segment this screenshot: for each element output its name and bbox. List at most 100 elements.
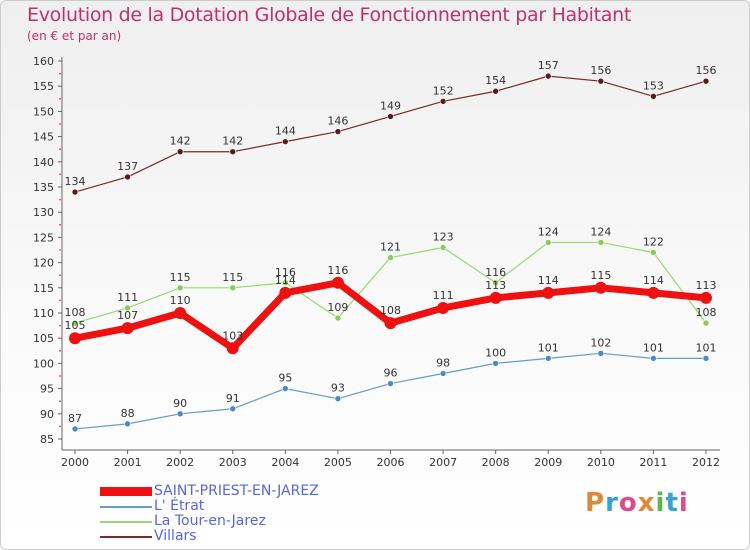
data-point: [439, 244, 447, 251]
data-point: [702, 319, 710, 327]
legend-label: Villars: [154, 528, 197, 544]
data-label: 100: [485, 346, 506, 359]
data-label: 114: [643, 274, 664, 287]
data-label: 115: [170, 271, 191, 284]
y-minor-tick: [59, 299, 61, 302]
chart-legend: SAINT-PRIEST-EN-JAREZ L' Étrat La Tour-en-…: [100, 484, 319, 544]
data-point: [492, 279, 499, 287]
legend-label: SAINT-PRIEST-EN-JAREZ: [154, 483, 319, 499]
data-label: 123: [433, 230, 454, 243]
data-point: [279, 286, 292, 299]
data-label: 122: [643, 236, 664, 249]
data-point: [124, 420, 131, 428]
data-label: 91: [226, 392, 240, 405]
legend-item: L' Étrat: [100, 499, 319, 514]
data-label: 142: [170, 135, 191, 148]
data-label: 124: [538, 225, 559, 238]
data-label: 96: [384, 367, 398, 380]
data-point: [387, 380, 394, 387]
y-tick-label: 125: [33, 231, 54, 244]
data-label: 102: [590, 336, 611, 349]
y-tick-label: 110: [33, 307, 54, 320]
chart-title: Evolution de la Dotation Globale de Fonc…: [27, 4, 632, 26]
proxiti-logo: Proxiti: [585, 488, 689, 518]
legend-label: La Tour-en-Jarez: [154, 513, 266, 529]
logo-letter: o: [618, 488, 638, 518]
data-label: 109: [327, 301, 348, 314]
data-point: [597, 77, 605, 85]
data-label: 88: [121, 407, 135, 420]
data-point: [334, 128, 342, 135]
data-point: [176, 284, 184, 292]
data-label: 108: [65, 306, 86, 319]
y-minor-tick: [59, 425, 61, 428]
y-tick-label: 160: [33, 55, 54, 68]
data-point: [650, 249, 657, 256]
data-point: [544, 72, 552, 80]
data-label: 153: [643, 79, 664, 92]
data-point: [544, 239, 552, 246]
y-minor-tick: [59, 198, 61, 201]
y-tick-label: 135: [33, 181, 54, 194]
data-label: 115: [222, 271, 243, 284]
x-tick-label: 2009: [534, 456, 562, 469]
logo-letter: P: [585, 488, 606, 518]
data-point: [544, 355, 552, 362]
x-tick-label: 2006: [377, 456, 405, 469]
data-label: 111: [117, 291, 138, 304]
series-la-tour-en-jarez: 108 111 115 115 116 109 121 123 116 124 124 122 108: [65, 225, 717, 327]
x-tick-label: 2005: [324, 456, 352, 469]
data-label: 124: [590, 225, 611, 238]
y-tick-label: 145: [33, 131, 54, 144]
data-point: [647, 286, 660, 299]
x-tick-label: 2007: [429, 456, 457, 469]
x-tick-label: 2011: [639, 456, 667, 469]
legend-swatch: [100, 535, 152, 538]
data-label: 108: [380, 304, 401, 317]
data-point: [439, 98, 447, 105]
data-label: 110: [170, 294, 191, 307]
data-label: 113: [485, 279, 506, 292]
data-label: 87: [68, 412, 82, 425]
data-point: [229, 405, 237, 413]
data-point: [174, 307, 187, 319]
data-label: 116: [275, 266, 296, 279]
data-label: 115: [590, 269, 611, 282]
y-tick-label: 150: [33, 105, 54, 118]
data-point: [124, 304, 131, 312]
data-label: 103: [222, 329, 243, 342]
data-point: [387, 113, 394, 120]
data-label: 107: [117, 309, 138, 322]
data-label: 114: [275, 274, 296, 287]
x-tick-label: 2000: [61, 456, 89, 469]
data-label: 111: [433, 289, 454, 302]
y-minor-tick: [59, 400, 61, 403]
y-tick-label: 130: [33, 206, 54, 219]
data-label: 142: [222, 135, 243, 148]
data-point: [226, 342, 239, 355]
data-point: [334, 314, 342, 322]
y-minor-tick: [59, 72, 61, 75]
data-label: 134: [65, 175, 86, 188]
y-minor-tick: [59, 274, 61, 277]
y-minor-tick: [59, 223, 61, 226]
data-point: [650, 355, 657, 362]
data-label: 105: [65, 319, 86, 332]
x-tick-label: 2008: [482, 456, 510, 469]
x-tick-label: 2001: [114, 456, 142, 469]
y-tick-label: 85: [40, 433, 54, 446]
data-label: 149: [380, 99, 401, 112]
data-label: 98: [436, 356, 450, 369]
legend-item: La Tour-en-Jarez: [100, 514, 319, 529]
data-point: [384, 317, 397, 330]
data-point: [176, 148, 184, 156]
data-point: [439, 370, 447, 377]
data-label: 101: [538, 341, 559, 354]
data-label: 156: [696, 64, 717, 77]
data-point: [282, 279, 289, 287]
data-point: [597, 350, 605, 357]
data-point: [124, 173, 131, 181]
data-point: [282, 385, 289, 392]
data-point: [702, 77, 710, 85]
logo-letter: i: [655, 488, 666, 518]
